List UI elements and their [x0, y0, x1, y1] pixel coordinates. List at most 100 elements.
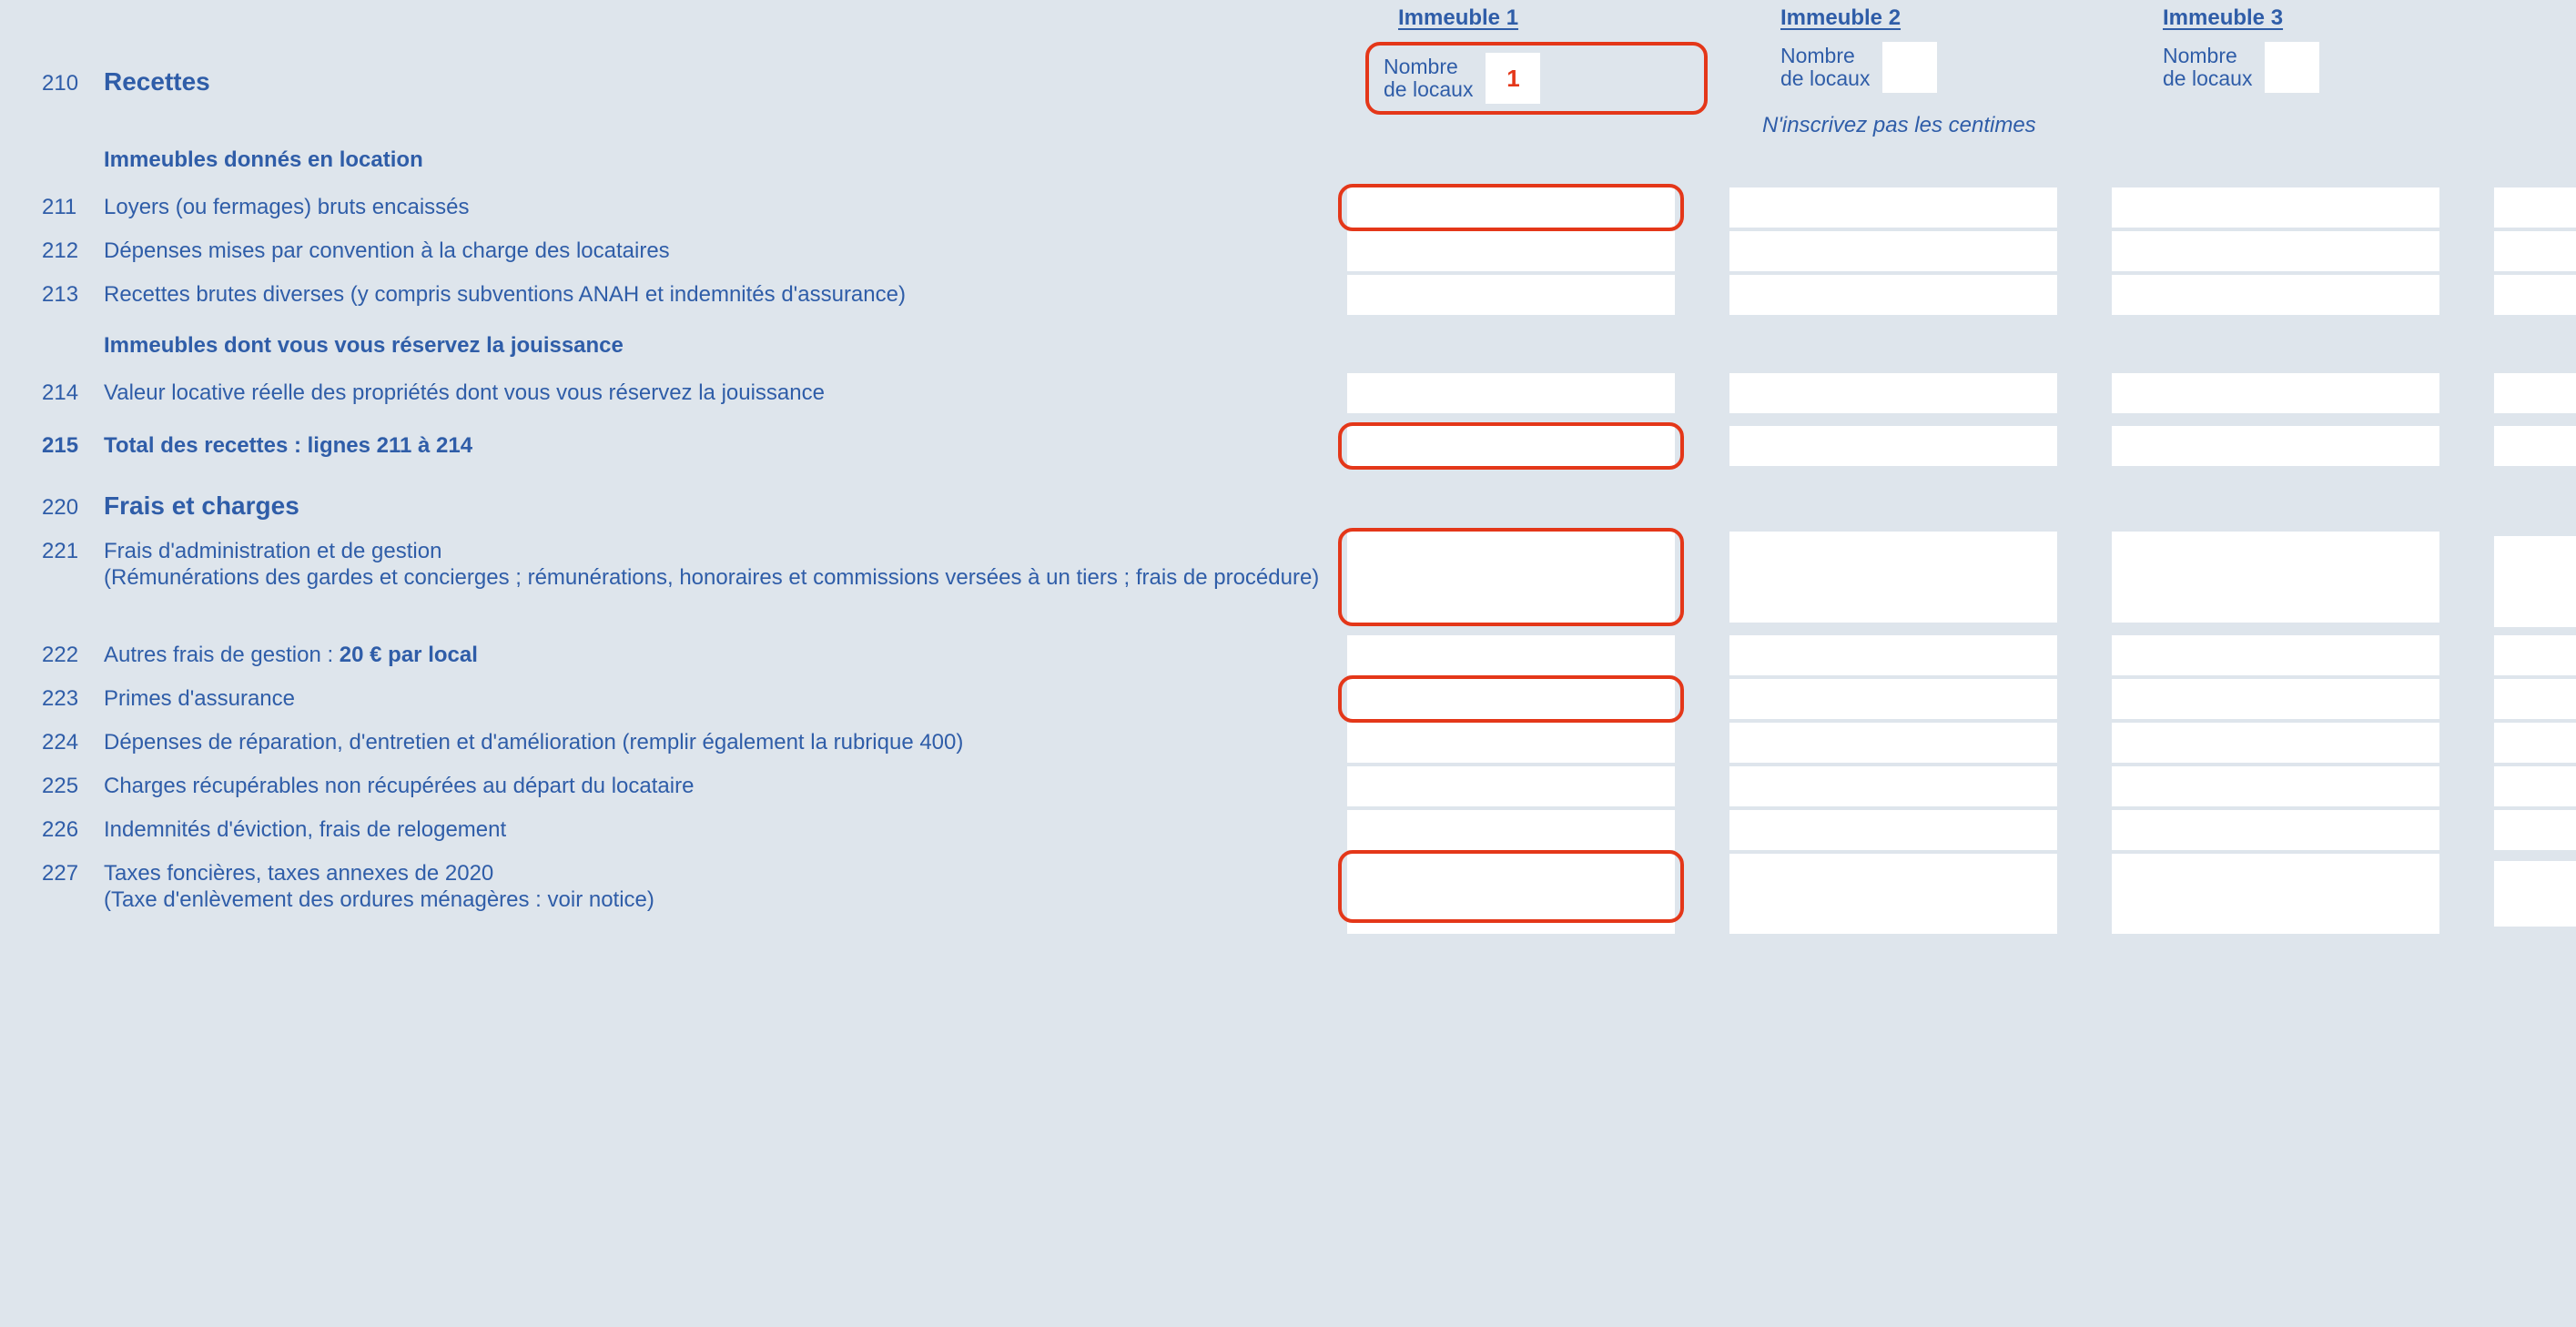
cell-223-im1[interactable]: [1347, 679, 1675, 719]
cell-223-im3[interactable]: [2112, 679, 2439, 719]
cell-227-im3[interactable]: [2112, 854, 2439, 934]
locaux-input-1[interactable]: 1: [1486, 53, 1540, 104]
locaux-input-2[interactable]: [1882, 42, 1937, 93]
code-227: 227: [42, 857, 104, 886]
cell-212-im3[interactable]: [2112, 231, 2439, 271]
code-211: 211: [42, 191, 104, 220]
trailing-223: [2494, 679, 2576, 719]
locaux-col-3: Nombrede locaux: [2145, 42, 2472, 115]
cell-215-im1[interactable]: [1347, 426, 1675, 466]
label-227: Taxes foncières, taxes annexes de 2020 (…: [104, 861, 654, 914]
cell-211-im3[interactable]: [2112, 187, 2439, 228]
label-226: Indemnités d'éviction, frais de relogeme…: [104, 817, 506, 844]
locaux-col-1: Nombrede locaux 1: [1380, 42, 1708, 115]
locaux-label-3: Nombrede locaux: [2163, 45, 2252, 91]
label-214: Valeur locative réelle des propriétés do…: [104, 380, 825, 407]
row-223: 223 Primes d'assurance: [0, 679, 2576, 719]
cell-226-im2[interactable]: [1729, 810, 2057, 850]
header-cols: Immeuble 1 Immeuble 2 Immeuble 3: [1380, 0, 2576, 40]
cell-222-im1[interactable]: [1347, 635, 1675, 675]
col-title-3: Immeuble 3: [2145, 0, 2472, 40]
cell-222-im2[interactable]: [1729, 635, 2057, 675]
centimes-note: N'inscrivez pas les centimes: [1762, 113, 2090, 138]
label-211: Loyers (ou fermages) bruts encaissés: [104, 195, 470, 221]
row-212: 212 Dépenses mises par convention à la c…: [0, 231, 2576, 271]
row-subtitle-jouissance: Immeubles dont vous vous réservez la jou…: [0, 329, 2576, 370]
cell-224-im2[interactable]: [1729, 723, 2057, 763]
sub-221: (Rémunérations des gardes et concierges …: [104, 565, 1319, 592]
title-220: Frais et charges: [104, 491, 299, 521]
cell-215-im3[interactable]: [2112, 426, 2439, 466]
row-221: 221 Frais d'administration et de gestion…: [0, 532, 2576, 632]
trailing-222: [2494, 635, 2576, 675]
cell-212-im1[interactable]: [1347, 231, 1675, 271]
row-section-220: 220 Frais et charges: [0, 488, 2576, 528]
sub-227: (Taxe d'enlèvement des ordures ménagères…: [104, 887, 654, 914]
subtitle-jouissance: Immeubles dont vous vous réservez la jou…: [104, 333, 624, 359]
locaux-group-1: Nombrede locaux 1: [1365, 42, 1708, 115]
locaux-input-3[interactable]: [2265, 42, 2319, 93]
locaux-group-2: Nombrede locaux: [1762, 42, 2090, 93]
title-210: Recettes: [104, 67, 210, 96]
cell-214-im3[interactable]: [2112, 373, 2439, 413]
row-subtitle-location: Immeubles donnés en location: [0, 144, 2576, 184]
locaux-label-1: Nombrede locaux: [1384, 56, 1473, 102]
cell-223-im1-wrap: [1347, 679, 1675, 719]
cell-221-im1[interactable]: [1347, 532, 1675, 623]
cell-215-im2[interactable]: [1729, 426, 2057, 466]
label-224: Dépenses de réparation, d'entretien et d…: [104, 730, 963, 756]
cell-213-im2[interactable]: [1729, 275, 2057, 315]
cell-221-im3[interactable]: [2112, 532, 2439, 623]
cell-227-im1-wrap: [1347, 854, 1675, 919]
cell-223-im2[interactable]: [1729, 679, 2057, 719]
trailing-211: [2494, 187, 2576, 228]
label-225: Charges récupérables non récupérées au d…: [104, 774, 694, 800]
cell-211-im2[interactable]: [1729, 187, 2057, 228]
cell-213-im1[interactable]: [1347, 275, 1675, 315]
cell-224-im3[interactable]: [2112, 723, 2439, 763]
cell-214-im2[interactable]: [1729, 373, 2057, 413]
cell-225-im3[interactable]: [2112, 766, 2439, 806]
cell-211-im1-wrap: [1347, 187, 1675, 228]
cell-214-im1[interactable]: [1347, 373, 1675, 413]
col-header-2: Immeuble 2: [1762, 0, 2090, 40]
cell-225-im1[interactable]: [1347, 766, 1675, 806]
cell-227-im1[interactable]: [1347, 854, 1675, 934]
label-212: Dépenses mises par convention à la charg…: [104, 238, 670, 265]
row-225: 225 Charges récupérables non récupérées …: [0, 766, 2576, 806]
cell-221-im2[interactable]: [1729, 532, 2057, 623]
cell-226-im3[interactable]: [2112, 810, 2439, 850]
code-214: 214: [42, 377, 104, 406]
code-224: 224: [42, 726, 104, 755]
code-213: 213: [42, 279, 104, 308]
label-222: Autres frais de gestion : 20 € par local: [104, 643, 478, 669]
cell-227-im2[interactable]: [1729, 854, 2057, 934]
col-title-2: Immeuble 2: [1762, 0, 2090, 40]
code-220: 220: [42, 491, 104, 521]
trailing-226: [2494, 810, 2576, 850]
code-226: 226: [42, 814, 104, 843]
code-210: 210: [42, 67, 104, 96]
row-227: 227 Taxes foncières, taxes annexes de 20…: [0, 854, 2576, 934]
cell-215-im1-wrap: [1347, 426, 1675, 466]
cell-224-im1[interactable]: [1347, 723, 1675, 763]
trailing-227: [2494, 861, 2576, 927]
locaux-label-2: Nombrede locaux: [1780, 45, 1870, 91]
trailing-215: [2494, 426, 2576, 466]
trailing-225: [2494, 766, 2576, 806]
cell-211-im1[interactable]: [1347, 187, 1675, 228]
cell-222-im3[interactable]: [2112, 635, 2439, 675]
row-226: 226 Indemnités d'éviction, frais de relo…: [0, 810, 2576, 850]
row-214: 214 Valeur locative réelle des propriété…: [0, 373, 2576, 413]
cell-226-im1[interactable]: [1347, 810, 1675, 850]
cell-225-im2[interactable]: [1729, 766, 2057, 806]
label-215: Total des recettes : lignes 211 à 214: [104, 433, 472, 460]
cell-213-im3[interactable]: [2112, 275, 2439, 315]
cell-212-im2[interactable]: [1729, 231, 2057, 271]
col-title-1: Immeuble 1: [1380, 0, 1708, 40]
locaux-col-2: Nombrede locaux: [1762, 42, 2090, 115]
subtitle-location: Immeubles donnés en location: [104, 147, 423, 173]
cell-221-im1-wrap: [1347, 532, 1675, 623]
columns-header: Immeuble 1 Immeuble 2 Immeuble 3: [0, 0, 2576, 40]
code-221: 221: [42, 535, 104, 564]
